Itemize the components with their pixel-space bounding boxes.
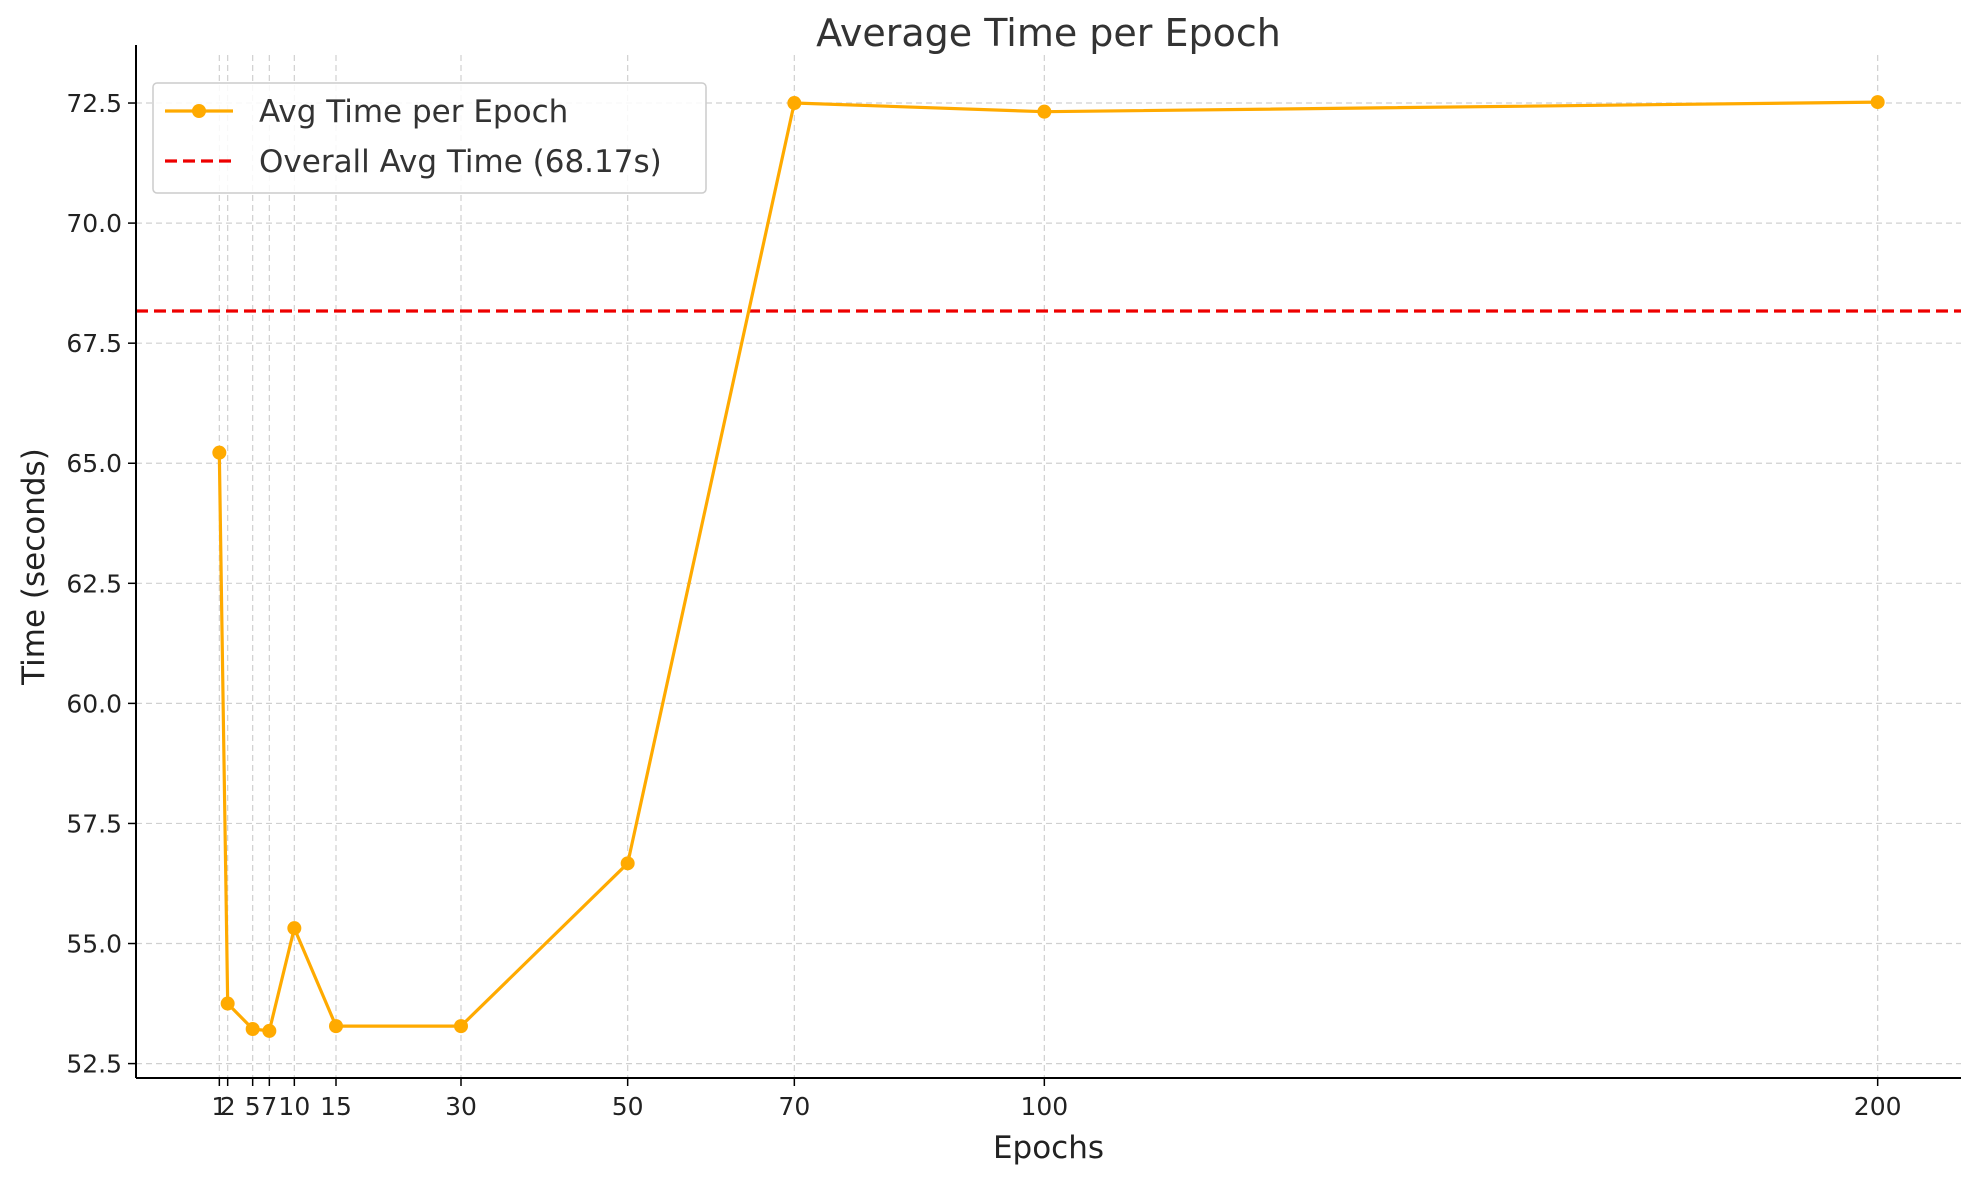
legend-series-label: Avg Time per Epoch	[259, 94, 568, 130]
data-point	[212, 445, 227, 460]
data-point	[245, 1022, 260, 1037]
x-tick-label: 15	[320, 1092, 352, 1121]
y-axis-title: Time (seconds)	[16, 448, 52, 686]
y-tick-label: 62.5	[66, 569, 122, 598]
legend-box	[152, 82, 707, 194]
chart-title: Average Time per Epoch	[816, 11, 1281, 55]
grid	[136, 55, 1961, 1078]
legend-series-marker	[192, 104, 206, 118]
data-point	[329, 1019, 343, 1034]
y-tick-label: 55.0	[66, 930, 122, 959]
x-tick-label: 200	[1854, 1092, 1902, 1121]
y-tick-label: 67.5	[66, 329, 122, 358]
data-point	[1870, 95, 1885, 110]
legend-reference-label: Overall Avg Time (68.17s)	[259, 144, 662, 180]
data-point	[287, 921, 302, 936]
legend: Avg Time per Epoch Overall Avg Time (68.…	[152, 82, 707, 194]
x-tick-label: 70	[778, 1092, 810, 1121]
data-point	[1037, 104, 1052, 119]
y-tick-label: 70.0	[66, 209, 122, 238]
axes	[135, 45, 1961, 1079]
data-point	[787, 96, 802, 111]
x-axis-title: Epochs	[993, 1130, 1104, 1166]
y-tick-label: 60.0	[66, 689, 122, 718]
data-point	[262, 1023, 277, 1038]
x-tick-label: 7	[261, 1092, 277, 1121]
x-tick-label: 10	[278, 1092, 310, 1121]
x-tick-label: 2	[220, 1092, 236, 1121]
y-tick-label: 72.5	[66, 89, 122, 118]
ticks: 12 5 7 10 15 30 50 70 100 200 52.5 55.0 57.5 60.0 62.5…	[66, 89, 1901, 1121]
series	[212, 95, 1885, 1038]
data-point	[220, 996, 235, 1011]
y-tick-label: 65.0	[66, 449, 122, 478]
x-tick-label: 30	[445, 1092, 477, 1121]
x-tick-label: 1	[211, 1092, 227, 1121]
data-point	[620, 856, 635, 871]
y-tick-label: 57.5	[66, 809, 122, 838]
x-tick-label: 5	[245, 1092, 261, 1121]
x-tick-label: 50	[612, 1092, 644, 1121]
x-tick-label: 100	[1020, 1092, 1068, 1121]
y-tick-label: 52.5	[66, 1050, 122, 1079]
data-point	[454, 1019, 468, 1034]
